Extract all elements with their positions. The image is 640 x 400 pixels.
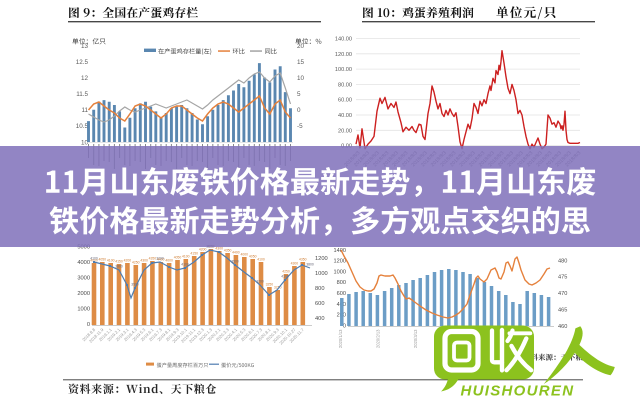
- svg-text:60.00: 60.00: [338, 98, 352, 104]
- svg-text:140.00: 140.00: [335, 37, 352, 43]
- svg-text:465: 465: [558, 308, 567, 314]
- svg-text:5: 5: [297, 91, 301, 98]
- svg-text:4150: 4150: [115, 260, 123, 264]
- svg-text:4100: 4100: [181, 263, 189, 267]
- svg-text:3200: 3200: [156, 257, 164, 261]
- svg-text:5000: 5000: [77, 244, 90, 250]
- svg-text:10: 10: [81, 140, 89, 147]
- svg-text:4100: 4100: [90, 257, 98, 261]
- svg-text:4000: 4000: [77, 260, 90, 266]
- svg-text:2000: 2000: [77, 291, 90, 297]
- svg-text:12.5: 12.5: [76, 59, 89, 66]
- svg-text:475: 475: [558, 275, 567, 281]
- svg-text:4000: 4000: [90, 259, 98, 263]
- svg-text:120.00: 120.00: [335, 52, 352, 58]
- svg-text:11: 11: [81, 107, 88, 114]
- svg-text:2020/2/13: 2020/2/13: [375, 329, 380, 348]
- svg-text:480: 480: [558, 258, 567, 264]
- svg-text:4050: 4050: [174, 256, 182, 260]
- svg-text:3200: 3200: [256, 280, 264, 284]
- svg-text:800: 800: [315, 286, 325, 292]
- svg-text:4400: 4400: [157, 258, 165, 262]
- svg-text:460: 460: [558, 324, 567, 330]
- svg-text:600: 600: [337, 291, 346, 297]
- svg-text:3500: 3500: [231, 260, 239, 264]
- svg-text:80.00: 80.00: [338, 82, 352, 88]
- svg-text:4050: 4050: [99, 258, 107, 262]
- svg-text:4350: 4350: [149, 257, 157, 261]
- svg-text:0: 0: [87, 322, 90, 328]
- svg-text:1000: 1000: [315, 271, 328, 277]
- svg-text:13: 13: [81, 43, 89, 50]
- svg-text:400: 400: [315, 316, 325, 322]
- svg-text:4150: 4150: [190, 252, 198, 256]
- svg-text:3800: 3800: [306, 263, 314, 267]
- svg-text:0: 0: [297, 107, 301, 114]
- svg-text:4300: 4300: [291, 262, 299, 266]
- svg-text:2020/1/13: 2020/1/13: [338, 329, 343, 348]
- svg-text:HUISHOUREN: HUISHOUREN: [461, 383, 575, 400]
- svg-text:4250: 4250: [282, 270, 290, 274]
- svg-text:4400: 4400: [232, 251, 240, 255]
- svg-text:3800: 3800: [115, 265, 123, 269]
- svg-text:4300: 4300: [215, 247, 223, 251]
- svg-text:11.5: 11.5: [76, 91, 88, 98]
- svg-text:800: 800: [337, 280, 346, 286]
- svg-text:1000: 1000: [334, 269, 346, 275]
- svg-text:2020/3/13: 2020/3/13: [413, 329, 418, 348]
- svg-text:4000: 4000: [165, 259, 173, 263]
- svg-text:1200: 1200: [334, 259, 346, 265]
- svg-text:3500: 3500: [131, 283, 139, 287]
- svg-text:20.00: 20.00: [338, 128, 352, 134]
- svg-text:600: 600: [315, 301, 325, 307]
- svg-text:1200: 1200: [315, 256, 328, 262]
- svg-text:10: 10: [297, 75, 305, 82]
- svg-text:4200: 4200: [124, 259, 132, 263]
- svg-text:470: 470: [558, 291, 567, 297]
- svg-text:1000: 1000: [77, 306, 90, 312]
- svg-text:0: 0: [343, 323, 346, 329]
- svg-text:3000: 3000: [77, 275, 90, 281]
- svg-text:4350: 4350: [299, 258, 307, 262]
- svg-text:3250: 3250: [266, 283, 274, 287]
- svg-text:4300: 4300: [140, 259, 148, 263]
- svg-text:4000: 4000: [241, 253, 249, 257]
- svg-text:4350: 4350: [224, 249, 232, 253]
- svg-text:40.00: 40.00: [338, 113, 352, 119]
- svg-text:4100: 4100: [182, 255, 190, 259]
- svg-text:12: 12: [81, 75, 89, 82]
- svg-text:-5: -5: [297, 123, 303, 130]
- svg-text:100.00: 100.00: [335, 67, 352, 73]
- svg-text:20: 20: [297, 43, 305, 50]
- svg-text:4250: 4250: [132, 261, 140, 265]
- svg-text:4100: 4100: [107, 259, 115, 263]
- svg-text:10.5: 10.5: [76, 123, 89, 130]
- svg-text:4100: 4100: [257, 258, 265, 262]
- svg-text:3250: 3250: [274, 286, 282, 290]
- svg-text:4100: 4100: [281, 275, 289, 279]
- svg-text:4050: 4050: [249, 255, 257, 259]
- svg-text:4200: 4200: [199, 248, 207, 252]
- svg-text:15: 15: [297, 59, 305, 66]
- svg-text:1400: 1400: [334, 248, 346, 254]
